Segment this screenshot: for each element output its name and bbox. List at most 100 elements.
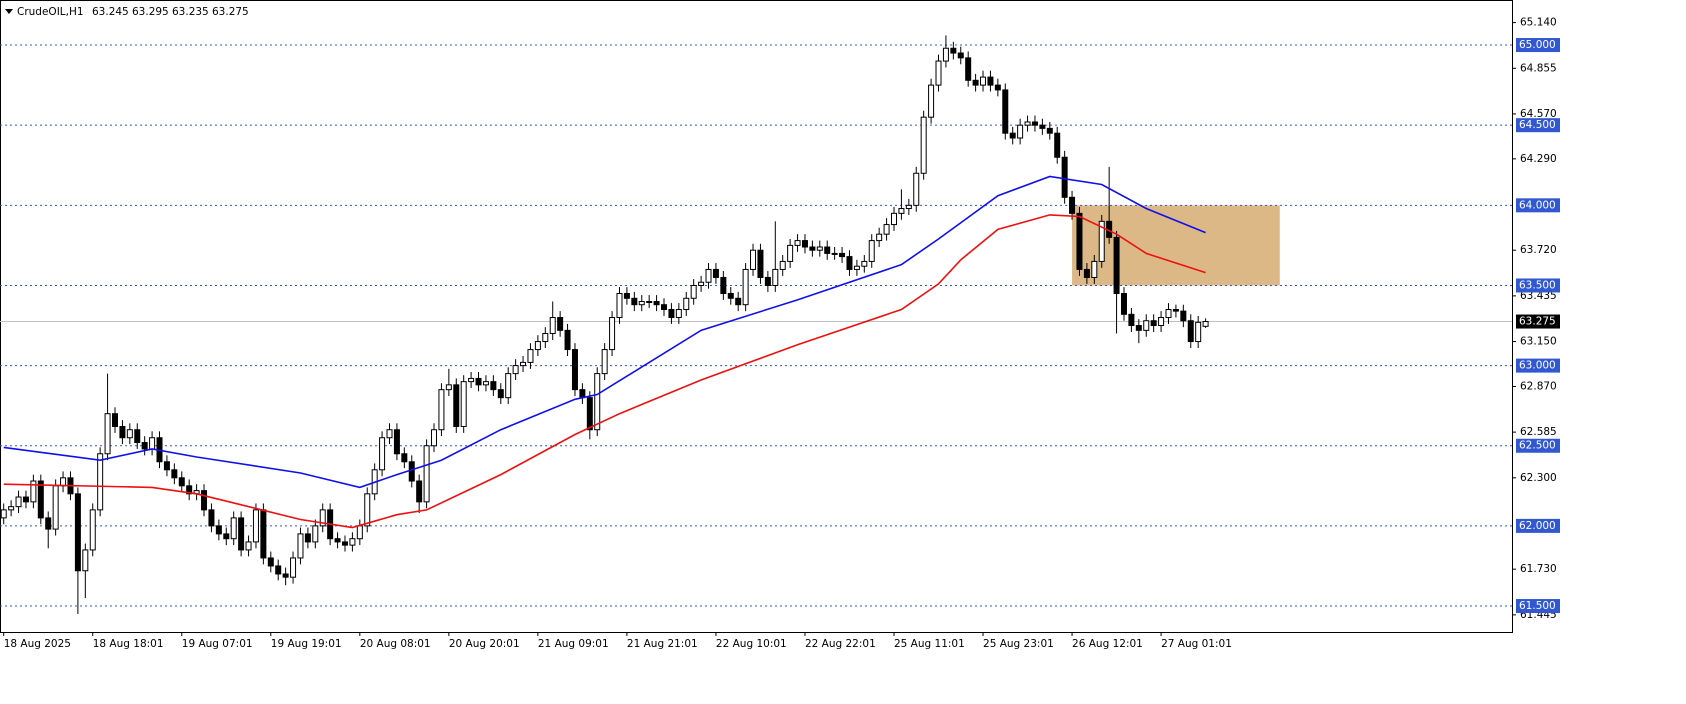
candle-body — [534, 341, 541, 351]
candle-body — [104, 413, 111, 455]
candle-body — [950, 47, 957, 54]
candle-body — [705, 268, 712, 283]
candle-body — [97, 453, 104, 511]
candle-body — [1017, 124, 1024, 139]
candle-body — [801, 240, 808, 248]
candle-body — [980, 76, 987, 86]
level-label-box — [1516, 599, 1560, 614]
candle-body — [163, 461, 170, 471]
candle-body — [668, 309, 675, 319]
candle-body — [1158, 317, 1165, 327]
candle-body — [1009, 132, 1016, 139]
candle-body — [416, 480, 423, 503]
candle-body — [393, 429, 400, 455]
x-tick-label: 20 Aug 08:01 — [360, 638, 431, 650]
candle-body — [905, 204, 912, 210]
candle-body — [8, 506, 15, 511]
level-label-box — [1516, 278, 1560, 293]
candle-body — [623, 292, 630, 299]
level-label: 63.000 — [1519, 360, 1556, 372]
candle-body — [512, 365, 519, 375]
candle-body — [609, 317, 616, 351]
candle-body — [757, 249, 764, 278]
candle-body — [386, 429, 393, 439]
current-price-label: 63.275 — [1519, 316, 1556, 328]
candle-body — [505, 373, 512, 399]
x-tick-label: 22 Aug 22:01 — [805, 638, 876, 650]
candle-body — [594, 373, 601, 431]
candle-body — [312, 525, 319, 543]
candle-body — [475, 377, 482, 386]
candle-body — [1165, 309, 1172, 319]
candle-body — [772, 268, 779, 286]
candle-body — [1113, 236, 1120, 294]
candle-body — [809, 246, 816, 251]
y-tick-label: 63.150 — [1520, 336, 1557, 348]
x-tick-label: 22 Aug 10:01 — [716, 638, 787, 650]
moving-average — [3, 175, 1206, 489]
level-label: 63.500 — [1519, 279, 1556, 291]
candle-body — [423, 445, 430, 503]
candle-body — [141, 442, 148, 450]
candle-body — [557, 317, 564, 331]
candle-body — [119, 426, 126, 439]
candle-body — [408, 461, 415, 482]
candle-body — [994, 84, 1001, 91]
candle-body — [215, 525, 222, 535]
candle-body — [928, 84, 935, 118]
candle-body — [1128, 313, 1135, 327]
candle-body — [297, 533, 304, 559]
candle-body — [238, 517, 245, 551]
candle-body — [1120, 292, 1127, 315]
candle-body — [712, 268, 719, 278]
candle-body — [22, 496, 29, 503]
candle-body — [178, 477, 185, 487]
candle-body — [527, 349, 534, 363]
candle-body — [853, 265, 860, 270]
y-tick-label: 61.730 — [1520, 563, 1557, 575]
candle-body — [1039, 124, 1046, 129]
candle-body — [1024, 121, 1031, 126]
candle-body — [987, 76, 994, 86]
candle-body — [653, 300, 660, 306]
y-tick-label: 64.570 — [1520, 108, 1557, 120]
menu-icon[interactable] — [5, 9, 13, 14]
candle-body — [134, 429, 141, 444]
candle-body — [460, 381, 467, 428]
candle-body — [787, 244, 794, 262]
x-tick-label: 27 Aug 01:01 — [1161, 638, 1232, 650]
candle-body — [201, 490, 208, 511]
candle-body — [1002, 89, 1009, 134]
candle-body — [275, 565, 282, 575]
candle-body — [727, 292, 734, 299]
candle-body — [957, 52, 964, 59]
candle-body — [401, 453, 408, 463]
candle-body — [616, 292, 623, 319]
candle-body — [1172, 309, 1179, 312]
candle-body — [37, 480, 44, 519]
candle-body — [260, 509, 267, 559]
candle-body — [319, 509, 326, 527]
candle-body — [816, 246, 823, 251]
x-tick-label: 25 Aug 11:01 — [894, 638, 965, 650]
level-label-box — [1516, 118, 1560, 133]
candle-body — [364, 493, 371, 527]
candle-body — [883, 224, 890, 235]
candle-body — [30, 480, 37, 503]
candle-body — [646, 300, 653, 303]
candle-body — [1150, 320, 1157, 327]
candle-body — [1076, 212, 1083, 270]
y-tick-label: 64.855 — [1520, 62, 1557, 74]
candle-body — [482, 381, 489, 386]
current-price-box — [1516, 314, 1560, 329]
y-tick-label: 62.300 — [1520, 472, 1557, 484]
candle-body — [223, 533, 230, 540]
candle-body — [965, 57, 972, 81]
candle-body — [453, 384, 460, 428]
candle-body — [82, 549, 89, 572]
level-label: 62.000 — [1519, 520, 1556, 532]
candle-body — [831, 252, 838, 255]
candle-body — [735, 297, 742, 306]
